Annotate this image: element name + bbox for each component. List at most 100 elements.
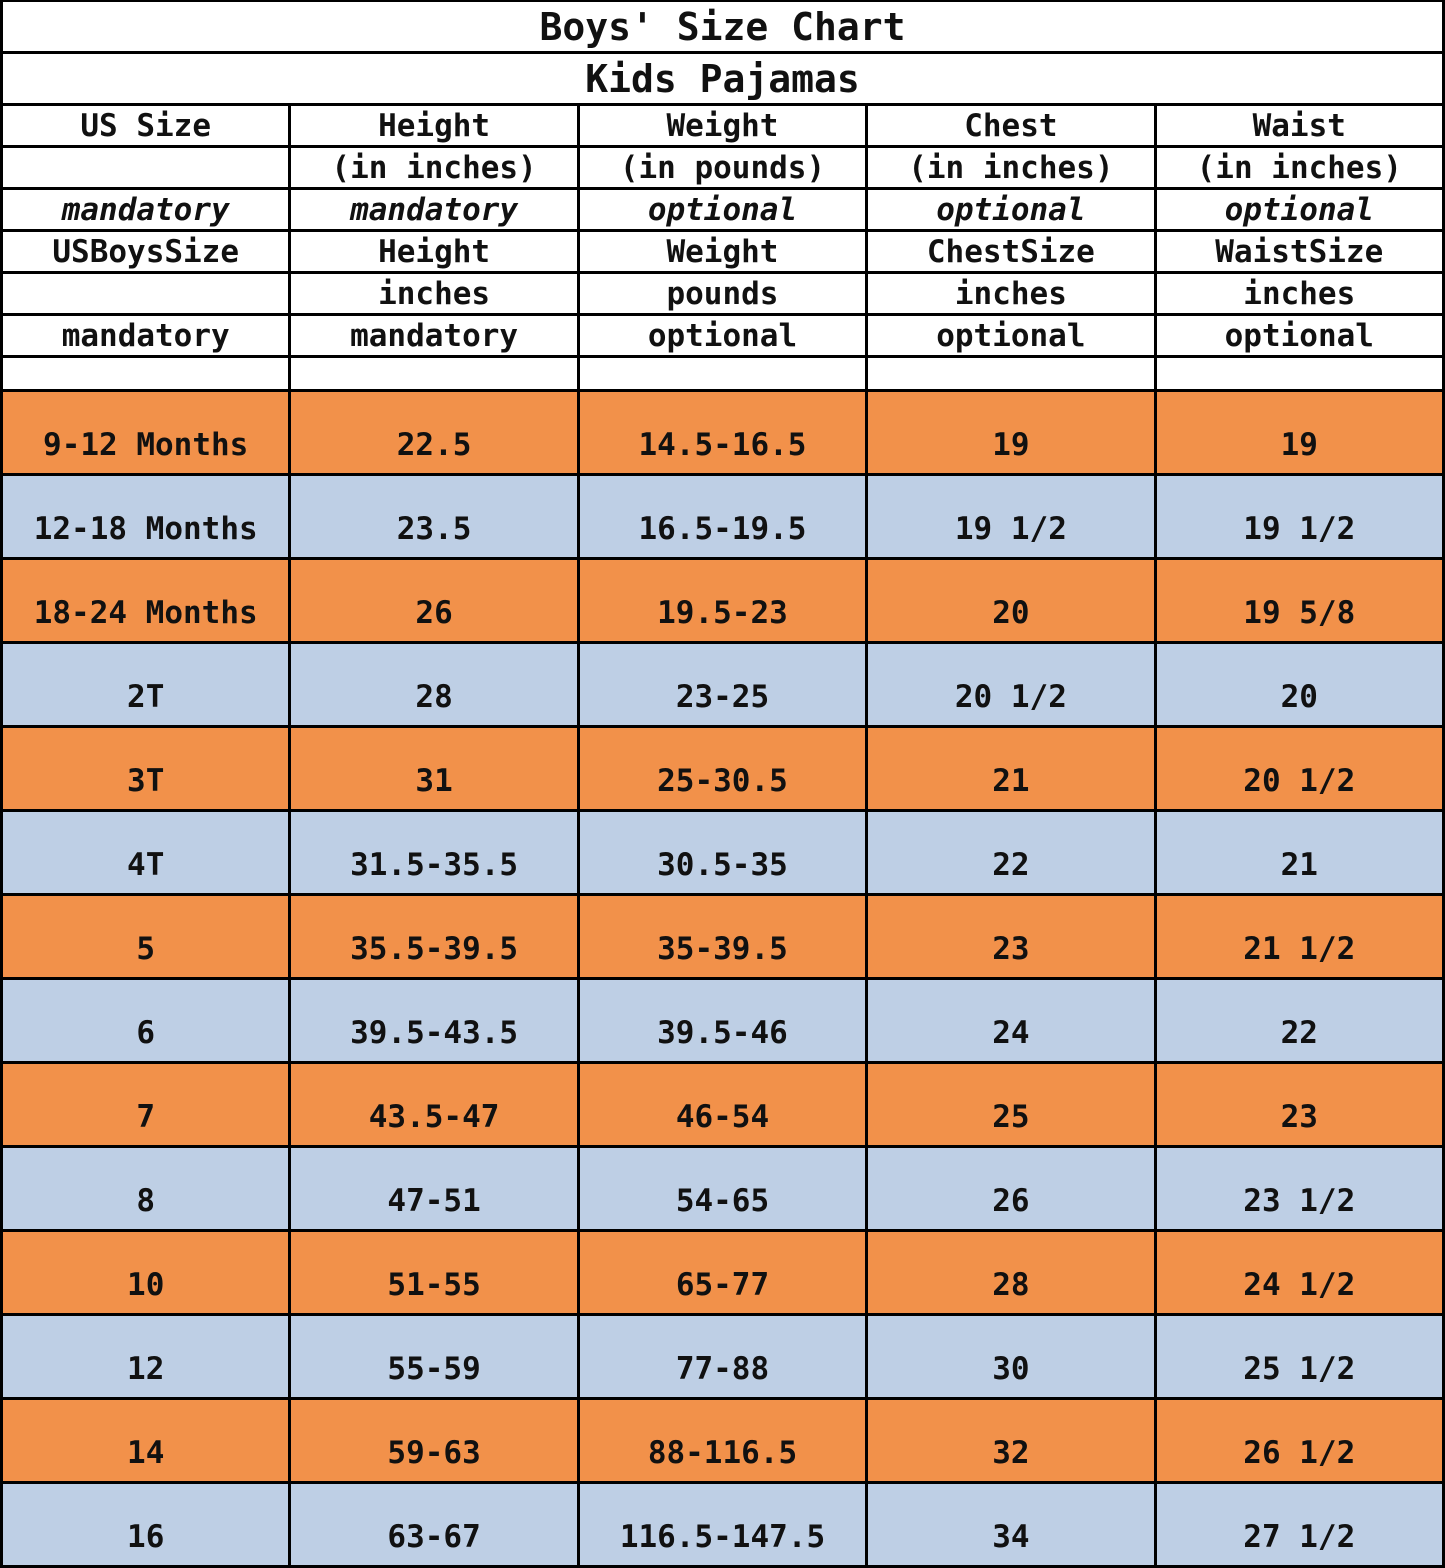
cell-chest: 32	[865, 1397, 1157, 1484]
title-row: Boys' Size Chart	[0, 0, 1445, 54]
header-cell: mandatory	[288, 187, 580, 232]
table-row: 12 55-59 77-88 30 25 1/2	[0, 1313, 1445, 1400]
table-row: 6 39.5-43.5 39.5-46 24 22	[0, 977, 1445, 1064]
cell-weight: 30.5-35	[576, 809, 869, 896]
header-height: Height	[288, 103, 580, 148]
cell-chest: 26	[865, 1145, 1157, 1232]
cell-waist: 27 1/2	[1153, 1481, 1445, 1568]
cell-weight: 88-116.5	[576, 1397, 869, 1484]
table-row: 4T 31.5-35.5 30.5-35 22 21	[0, 809, 1445, 896]
header-cell: inches	[1153, 271, 1445, 316]
spacer-cell	[1153, 355, 1445, 392]
cell-us-size: 14	[0, 1397, 292, 1484]
table-row: 7 43.5-47 46-54 25 23	[0, 1061, 1445, 1148]
header-cell: inches	[288, 271, 580, 316]
cell-height: 23.5	[288, 473, 580, 560]
cell-chest: 25	[865, 1061, 1157, 1148]
cell-waist: 26 1/2	[1153, 1397, 1445, 1484]
header-row-requirement-italic: mandatory mandatory optional optional op…	[0, 187, 1445, 232]
spacer-cell	[288, 355, 580, 392]
cell-chest: 20	[865, 557, 1157, 644]
header-cell: optional	[1153, 187, 1445, 232]
cell-waist: 20 1/2	[1153, 725, 1445, 812]
cell-height: 28	[288, 641, 580, 728]
cell-waist: 25 1/2	[1153, 1313, 1445, 1400]
table-row: 14 59-63 88-116.5 32 26 1/2	[0, 1397, 1445, 1484]
header-cell: pounds	[576, 271, 869, 316]
spacer-row	[0, 355, 1445, 392]
table-row: 18-24 Months 26 19.5-23 20 19 5/8	[0, 557, 1445, 644]
cell-chest: 20 1/2	[865, 641, 1157, 728]
cell-chest: 28	[865, 1229, 1157, 1316]
cell-weight: 77-88	[576, 1313, 869, 1400]
cell-us-size: 12-18 Months	[0, 473, 292, 560]
page-subtitle: Kids Pajamas	[0, 51, 1445, 106]
cell-waist: 19 1/2	[1153, 473, 1445, 560]
cell-height: 31	[288, 725, 580, 812]
header-us-size: US Size	[0, 103, 292, 148]
page-title: Boys' Size Chart	[0, 0, 1445, 54]
cell-height: 26	[288, 557, 580, 644]
table-row: 9-12 Months 22.5 14.5-16.5 19 19	[0, 389, 1445, 476]
cell-us-size: 16	[0, 1481, 292, 1568]
header-cell: Height	[288, 229, 580, 274]
table-row: 12-18 Months 23.5 16.5-19.5 19 1/2 19 1/2	[0, 473, 1445, 560]
cell-waist: 19 5/8	[1153, 557, 1445, 644]
cell-us-size: 12	[0, 1313, 292, 1400]
header-cell: inches	[865, 271, 1157, 316]
cell-height: 47-51	[288, 1145, 580, 1232]
header-cell: (in pounds)	[576, 145, 869, 190]
header-cell: (in inches)	[288, 145, 580, 190]
cell-weight: 14.5-16.5	[576, 389, 869, 476]
table-row: 5 35.5-39.5 35-39.5 23 21 1/2	[0, 893, 1445, 980]
cell-weight: 25-30.5	[576, 725, 869, 812]
cell-weight: 65-77	[576, 1229, 869, 1316]
cell-chest: 34	[865, 1481, 1157, 1568]
table-row: 2T 28 23-25 20 1/2 20	[0, 641, 1445, 728]
header-cell: (in inches)	[1153, 145, 1445, 190]
header-cell	[0, 271, 292, 316]
table-row: 16 63-67 116.5-147.5 34 27 1/2	[0, 1481, 1445, 1568]
header-cell: optional	[865, 187, 1157, 232]
cell-us-size: 10	[0, 1229, 292, 1316]
header-chest: Chest	[865, 103, 1157, 148]
header-cell: Weight	[576, 229, 869, 274]
cell-height: 35.5-39.5	[288, 893, 580, 980]
cell-weight: 19.5-23	[576, 557, 869, 644]
cell-weight: 39.5-46	[576, 977, 869, 1064]
cell-us-size: 6	[0, 977, 292, 1064]
header-cell: mandatory	[0, 313, 292, 358]
cell-weight: 116.5-147.5	[576, 1481, 869, 1568]
cell-weight: 46-54	[576, 1061, 869, 1148]
table-row: 10 51-55 65-77 28 24 1/2	[0, 1229, 1445, 1316]
subtitle-row: Kids Pajamas	[0, 51, 1445, 106]
cell-chest: 22	[865, 809, 1157, 896]
header-cell: (in inches)	[865, 145, 1157, 190]
cell-us-size: 4T	[0, 809, 292, 896]
header-cell: mandatory	[0, 187, 292, 232]
cell-height: 22.5	[288, 389, 580, 476]
cell-us-size: 7	[0, 1061, 292, 1148]
table-row: 3T 31 25-30.5 21 20 1/2	[0, 725, 1445, 812]
spacer-cell	[0, 355, 292, 392]
cell-weight: 23-25	[576, 641, 869, 728]
header-cell: optional	[576, 187, 869, 232]
cell-height: 59-63	[288, 1397, 580, 1484]
cell-chest: 19 1/2	[865, 473, 1157, 560]
header-cell: USBoysSize	[0, 229, 292, 274]
cell-waist: 19	[1153, 389, 1445, 476]
cell-waist: 24 1/2	[1153, 1229, 1445, 1316]
header-row-units-parenthetical: (in inches) (in pounds) (in inches) (in …	[0, 145, 1445, 190]
cell-height: 63-67	[288, 1481, 580, 1568]
cell-weight: 54-65	[576, 1145, 869, 1232]
cell-height: 31.5-35.5	[288, 809, 580, 896]
header-cell: ChestSize	[865, 229, 1157, 274]
cell-us-size: 3T	[0, 725, 292, 812]
cell-chest: 19	[865, 389, 1157, 476]
cell-us-size: 8	[0, 1145, 292, 1232]
cell-chest: 24	[865, 977, 1157, 1064]
cell-us-size: 9-12 Months	[0, 389, 292, 476]
spacer-cell	[865, 355, 1157, 392]
